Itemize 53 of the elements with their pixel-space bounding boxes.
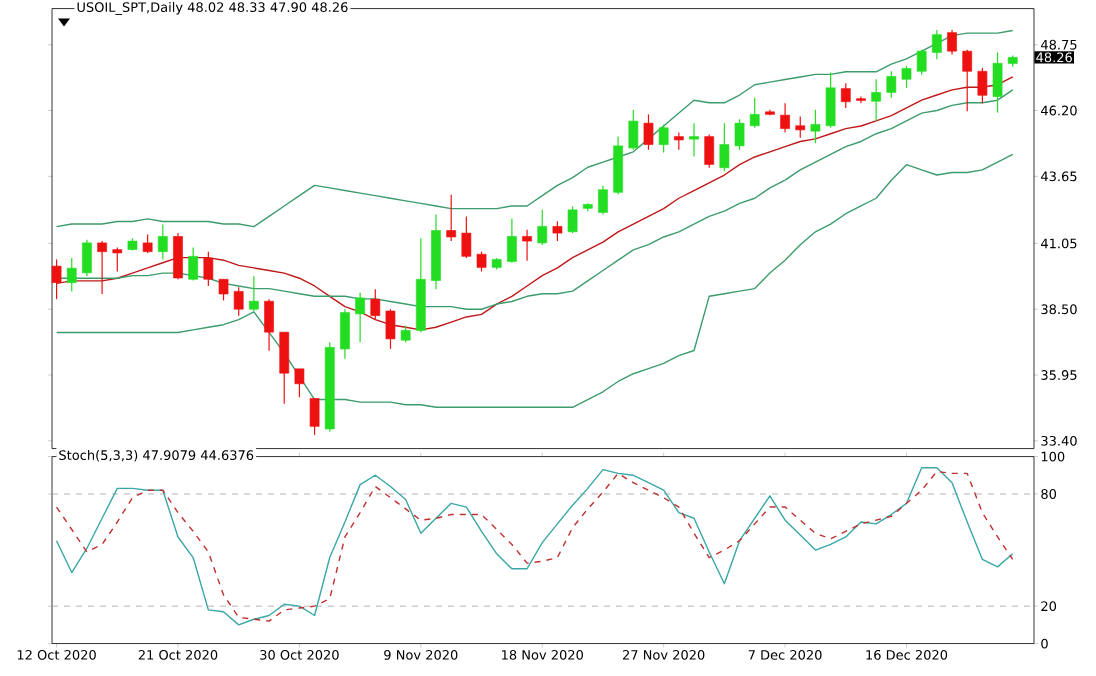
candlestick bbox=[962, 48, 973, 112]
candlestick bbox=[340, 308, 350, 360]
candlestick bbox=[537, 208, 548, 246]
candlestick bbox=[249, 275, 259, 312]
candlestick bbox=[233, 286, 244, 316]
candlestick bbox=[507, 217, 517, 264]
candlestick bbox=[264, 298, 274, 352]
candlestick bbox=[446, 193, 457, 242]
candlestick bbox=[932, 29, 942, 60]
candlestick bbox=[992, 51, 1003, 113]
candlestick bbox=[203, 250, 214, 287]
candlestick bbox=[795, 115, 806, 139]
candlestick bbox=[294, 367, 305, 398]
candlestick bbox=[810, 108, 821, 144]
candlestick bbox=[628, 108, 639, 151]
candlestick bbox=[51, 258, 62, 300]
candlestick bbox=[689, 122, 699, 157]
candlestick bbox=[112, 246, 123, 272]
candlestick bbox=[901, 64, 912, 89]
candlestick bbox=[66, 257, 77, 292]
candlestick bbox=[142, 233, 153, 254]
candlestick bbox=[309, 397, 320, 436]
candlestick bbox=[613, 135, 623, 195]
candlestick bbox=[355, 291, 365, 343]
candlestick bbox=[522, 228, 532, 262]
candlestick bbox=[886, 70, 897, 99]
candlestick bbox=[916, 48, 927, 75]
candlestick bbox=[476, 250, 487, 272]
candlestick bbox=[461, 215, 472, 259]
candlestick bbox=[780, 102, 790, 133]
candlestick bbox=[188, 246, 199, 281]
candlestick bbox=[552, 220, 563, 242]
candlestick bbox=[734, 118, 745, 151]
candlestick bbox=[97, 240, 107, 295]
candlestick bbox=[370, 288, 381, 320]
candlestick bbox=[567, 205, 578, 234]
candlestick bbox=[643, 113, 654, 151]
candlestick bbox=[840, 82, 851, 109]
candlestick bbox=[173, 232, 183, 280]
candlestick bbox=[704, 133, 715, 169]
candlestick bbox=[977, 67, 988, 104]
candlestick bbox=[719, 122, 730, 172]
candlestick bbox=[947, 29, 957, 55]
candlestick bbox=[82, 238, 92, 277]
candlestick bbox=[218, 278, 229, 301]
candlestick bbox=[598, 184, 608, 215]
candlestick bbox=[157, 223, 168, 260]
candlestick bbox=[749, 96, 760, 129]
candlestick bbox=[385, 308, 396, 350]
candlestick bbox=[825, 71, 836, 129]
candlestick bbox=[871, 78, 881, 122]
candlestick bbox=[658, 123, 669, 153]
candlestick bbox=[279, 331, 290, 404]
